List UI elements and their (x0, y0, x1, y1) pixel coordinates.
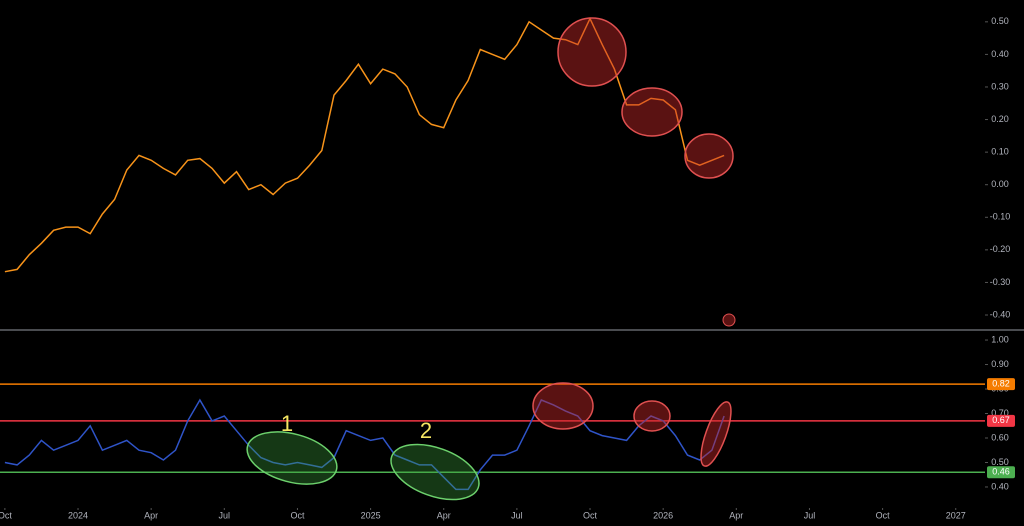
highlight-ellipse (246, 431, 338, 485)
annotation: 1 (281, 411, 293, 436)
y-tick-label: 0.60 (991, 432, 1009, 442)
annotation: 2 (420, 418, 432, 443)
x-tick-label: 2024 (68, 510, 88, 520)
x-tick-label: 2025 (361, 510, 381, 520)
level-label: 0.46 (992, 467, 1010, 477)
data-line (4, 398, 725, 491)
x-tick-label: Jul (219, 510, 231, 520)
x-tick-label: Oct (290, 510, 305, 520)
y-tick-label: 0.40 (991, 49, 1009, 59)
y-tick-label: 0.30 (991, 81, 1009, 91)
y-tick-label: 1.00 (991, 334, 1009, 344)
y-tick-label: 0.90 (991, 359, 1009, 369)
level-label-box (987, 466, 1015, 479)
level-label-box (987, 378, 1015, 391)
level-label: 0.82 (992, 378, 1010, 388)
highlight-ellipse (390, 443, 480, 501)
x-tick-label: Apr (729, 510, 743, 520)
y-tick-label: -0.40 (990, 309, 1011, 319)
x-tick-label: Jul (511, 510, 523, 520)
data-line (4, 16, 725, 273)
x-tick-label: 2027 (946, 510, 966, 520)
y-tick-label: -0.20 (990, 244, 1011, 254)
y-tick-label: 0.10 (991, 147, 1009, 157)
highlight-circle (532, 382, 594, 430)
y-tick-label: 0.50 (991, 457, 1009, 467)
y-tick-label: 0.70 (991, 408, 1009, 418)
level-label-box (987, 414, 1015, 427)
x-tick-label: Oct (583, 510, 598, 520)
y-tick-label: 0.50 (991, 16, 1009, 26)
x-tick-label: 2026 (653, 510, 673, 520)
y-tick-label: 0.00 (991, 179, 1009, 189)
x-tick-label: Apr (437, 510, 451, 520)
y-tick-label: -0.30 (990, 277, 1011, 287)
y-tick-label: -0.10 (990, 212, 1011, 222)
highlight-circle (684, 133, 734, 179)
x-tick-label: Oct (0, 510, 12, 520)
highlight-circle (700, 401, 732, 467)
highlight-circle (633, 400, 671, 432)
highlight-circle (722, 313, 736, 327)
highlight-circle (557, 17, 627, 87)
x-tick-label: Apr (144, 510, 158, 520)
highlights (246, 17, 736, 501)
level-label: 0.67 (992, 415, 1010, 425)
highlight-circle (621, 87, 683, 137)
x-tick-label: Jul (804, 510, 816, 520)
x-tick-label: Oct (876, 510, 891, 520)
y-tick-label: 0.20 (991, 114, 1009, 124)
y-tick-label: 0.40 (991, 481, 1009, 491)
